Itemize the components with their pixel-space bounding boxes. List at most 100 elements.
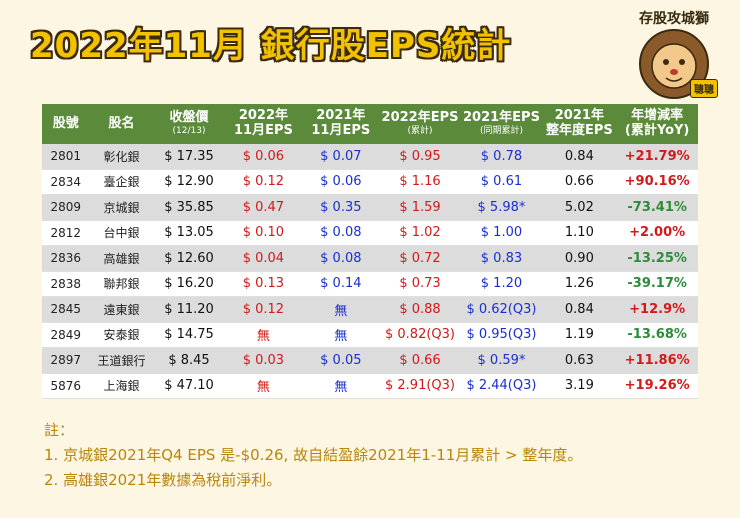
close-price-cell: $ 16.20 — [153, 271, 225, 297]
eps-2021-nov-cell: 無 — [302, 322, 380, 348]
stock-code-cell: 2801 — [42, 144, 90, 170]
eps-2021-full-cell: 1.26 — [542, 271, 617, 297]
eps-2022-cum-cell: $ 0.88 — [379, 296, 461, 323]
table-row: 2845 遠東銀 $ 11.20 $ 0.12 無 $ 0.88 $ 0.62(Q3) 0.8… — [42, 296, 698, 323]
eps-2021-nov-cell: 無 — [302, 296, 380, 323]
stock-code-cell: 2809 — [42, 194, 90, 221]
eps-2021-full-cell: 0.90 — [542, 245, 617, 272]
eps-2021-nov-cell: 無 — [302, 373, 380, 399]
note-item: 2. 高雄銀2021年數據為稅前淨利。 — [44, 471, 282, 489]
header-stock-code: 股號 — [42, 104, 90, 144]
stock-name-cell: 高雄銀 — [89, 245, 154, 272]
stock-name-cell: 王道銀行 — [89, 347, 154, 374]
eps-2021-full-cell: 0.84 — [542, 296, 617, 323]
stock-code-cell: 5876 — [42, 373, 90, 399]
eps-2022-cum-cell: $ 1.59 — [379, 194, 461, 221]
page-title: 2022年11月 銀行股EPS統計 — [30, 26, 512, 66]
table-row: 2838 聯邦銀 $ 16.20 $ 0.13 $ 0.14 $ 0.73 $ 1.20 1.… — [42, 271, 698, 297]
yoy-cell: -73.41% — [616, 194, 698, 221]
eps-2021-full-cell: 1.19 — [542, 322, 617, 348]
eps-2022-cum-cell: $ 0.66 — [379, 347, 461, 374]
table-row: 2834 臺企銀 $ 12.90 $ 0.12 $ 0.06 $ 1.16 $ 0.61 0.… — [42, 169, 698, 195]
header-close-price: 收盤價 (12/13) — [153, 104, 225, 144]
eps-2022-nov-cell: 無 — [224, 322, 303, 348]
stock-code-cell: 2838 — [42, 271, 90, 297]
eps-2022-nov-cell: $ 0.10 — [224, 220, 303, 246]
header-yoy: 年增減率 (累計YoY) — [616, 104, 698, 144]
eps-2021-nov-cell: $ 0.06 — [302, 169, 380, 195]
eps-2022-cum-cell: $ 1.02 — [379, 220, 461, 246]
table-row: 2809 京城銀 $ 35.85 $ 0.47 $ 0.35 $ 1.59 $ 5.98* 5… — [42, 194, 698, 221]
eps-2022-nov-cell: $ 0.47 — [224, 194, 303, 221]
stock-code-cell: 2812 — [42, 220, 90, 246]
yoy-cell: -39.17% — [616, 271, 698, 297]
stock-code-cell: 2834 — [42, 169, 90, 195]
eps-2022-nov-cell: $ 0.13 — [224, 271, 303, 297]
table-row: 2801 彰化銀 $ 17.35 $ 0.06 $ 0.07 $ 0.95 $ 0.78 0.… — [42, 144, 698, 170]
eps-2021-cum-cell: $ 1.00 — [460, 220, 543, 246]
eps-2021-cum-cell: $ 0.95(Q3) — [460, 322, 543, 348]
table-header-row: 股號 股名 收盤價 (12/13) 2022年 11月EPS 2021年 11月EPS… — [42, 104, 698, 144]
eps-2021-nov-cell: $ 0.14 — [302, 271, 380, 297]
stock-name-cell: 遠東銀 — [89, 296, 154, 323]
close-price-cell: $ 14.75 — [153, 322, 225, 348]
eps-2022-cum-cell: $ 1.16 — [379, 169, 461, 195]
eps-2021-cum-cell: $ 2.44(Q3) — [460, 373, 543, 399]
eps-2022-cum-cell: $ 0.82(Q3) — [379, 322, 461, 348]
close-price-cell: $ 13.05 — [153, 220, 225, 246]
yoy-cell: -13.68% — [616, 322, 698, 348]
close-price-cell: $ 11.20 — [153, 296, 225, 323]
eps-table: 股號 股名 收盤價 (12/13) 2022年 11月EPS 2021年 11月EPS… — [42, 104, 698, 399]
table-row: 2897 王道銀行 $ 8.45 $ 0.03 $ 0.05 $ 0.66 $ 0.59* 0… — [42, 347, 698, 374]
close-price-cell: $ 47.10 — [153, 373, 225, 399]
eps-2021-nov-cell: $ 0.35 — [302, 194, 380, 221]
eps-2021-full-cell: 1.10 — [542, 220, 617, 246]
eps-2022-nov-cell: $ 0.06 — [224, 144, 303, 170]
stock-name-cell: 京城銀 — [89, 194, 154, 221]
eps-2022-nov-cell: $ 0.04 — [224, 245, 303, 272]
eps-2021-cum-cell: $ 0.62(Q3) — [460, 296, 543, 323]
notes-section: 註： 1. 京城銀2021年Q4 EPS 是-$0.26, 故自結盈餘2021年… — [44, 418, 582, 493]
stock-name-cell: 台中銀 — [89, 220, 154, 246]
brand-logo: 存股攻城獅 聰聰 — [616, 4, 732, 104]
close-price-cell: $ 12.90 — [153, 169, 225, 195]
logo-text: 存股攻城獅 — [639, 11, 709, 27]
yoy-cell: -13.25% — [616, 245, 698, 272]
eps-2021-full-cell: 5.02 — [542, 194, 617, 221]
table-row: 2836 高雄銀 $ 12.60 $ 0.04 $ 0.08 $ 0.72 $ 0.83 0.… — [42, 245, 698, 272]
eps-2021-cum-cell: $ 0.61 — [460, 169, 543, 195]
header-2021-full-eps: 2021年 整年度EPS — [542, 104, 617, 144]
eps-2021-full-cell: 0.66 — [542, 169, 617, 195]
stock-code-cell: 2897 — [42, 347, 90, 374]
eps-2022-cum-cell: $ 0.72 — [379, 245, 461, 272]
eps-2022-nov-cell: 無 — [224, 373, 303, 399]
eps-2022-cum-cell: $ 0.95 — [379, 144, 461, 170]
table-row: 5876 上海銀 $ 47.10 無無 $ 2.91(Q3) $ 2.44(Q3) 3.19… — [42, 373, 698, 399]
header-2021-cum-eps: 2021年EPS (同期累計) — [460, 104, 543, 144]
yoy-cell: +21.79% — [616, 144, 698, 170]
header-2021-nov-eps: 2021年 11月EPS — [302, 104, 380, 144]
stock-name-cell: 安泰銀 — [89, 322, 154, 348]
eps-2021-cum-cell: $ 0.59* — [460, 347, 543, 374]
eps-2021-cum-cell: $ 0.78 — [460, 144, 543, 170]
stock-code-cell: 2836 — [42, 245, 90, 272]
eps-2022-cum-cell: $ 0.73 — [379, 271, 461, 297]
stock-code-cell: 2845 — [42, 296, 90, 323]
eps-2021-cum-cell: $ 1.20 — [460, 271, 543, 297]
stock-code-cell: 2849 — [42, 322, 90, 348]
close-price-cell: $ 8.45 — [153, 347, 225, 374]
eps-2021-cum-cell: $ 5.98* — [460, 194, 543, 221]
note-item: 1. 京城銀2021年Q4 EPS 是-$0.26, 故自結盈餘2021年1-1… — [44, 446, 583, 464]
header-2022-cum-eps: 2022年EPS (累計) — [379, 104, 461, 144]
eps-2021-full-cell: 0.63 — [542, 347, 617, 374]
eps-2021-cum-cell: $ 0.83 — [460, 245, 543, 272]
stock-name-cell: 聯邦銀 — [89, 271, 154, 297]
close-price-cell: $ 17.35 — [153, 144, 225, 170]
stock-name-cell: 上海銀 — [89, 373, 154, 399]
logo-badge: 聰聰 — [690, 79, 718, 98]
yoy-cell: +19.26% — [616, 373, 698, 399]
stock-name-cell: 臺企銀 — [89, 169, 154, 195]
yoy-cell: +12.9% — [616, 296, 698, 323]
eps-2021-nov-cell: $ 0.08 — [302, 220, 380, 246]
eps-2021-nov-cell: $ 0.05 — [302, 347, 380, 374]
